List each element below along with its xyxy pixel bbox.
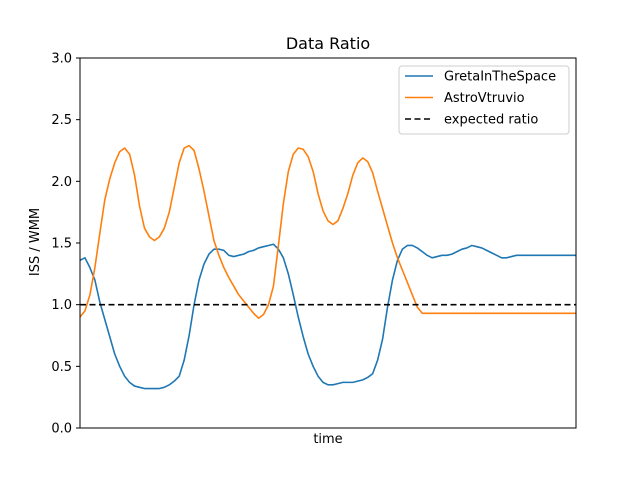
- y-tick-label: 1.5: [51, 237, 72, 252]
- y-tick-label: 0.0: [51, 422, 72, 437]
- y-tick-label: 0.5: [51, 360, 72, 375]
- y-axis-label: ISS / WMM: [28, 208, 43, 276]
- legend-entry-2: AstroVtruvio: [444, 91, 525, 106]
- y-tick-label: 2.0: [51, 175, 72, 190]
- y-tick-label: 3.0: [51, 52, 72, 67]
- series-line-1: [80, 243, 576, 390]
- y-tick-label: 2.5: [51, 113, 72, 128]
- legend-entry-3: expected ratio: [444, 113, 538, 128]
- axes: 0.0 0.5 1.0 1.5 2.0 2.5 3.0: [51, 52, 577, 437]
- legend-entry-1: GretaInTheSpace: [444, 70, 556, 85]
- chart-title: Data Ratio: [286, 34, 370, 53]
- x-axis-label: time: [313, 432, 342, 447]
- legend: GretaInTheSpace AstroVtruvio expected rati…: [398, 65, 570, 135]
- y-tick-label: 1.0: [51, 298, 72, 313]
- series-line-2: [80, 144, 576, 320]
- plot-area: [80, 144, 576, 390]
- legend-box: [398, 65, 570, 135]
